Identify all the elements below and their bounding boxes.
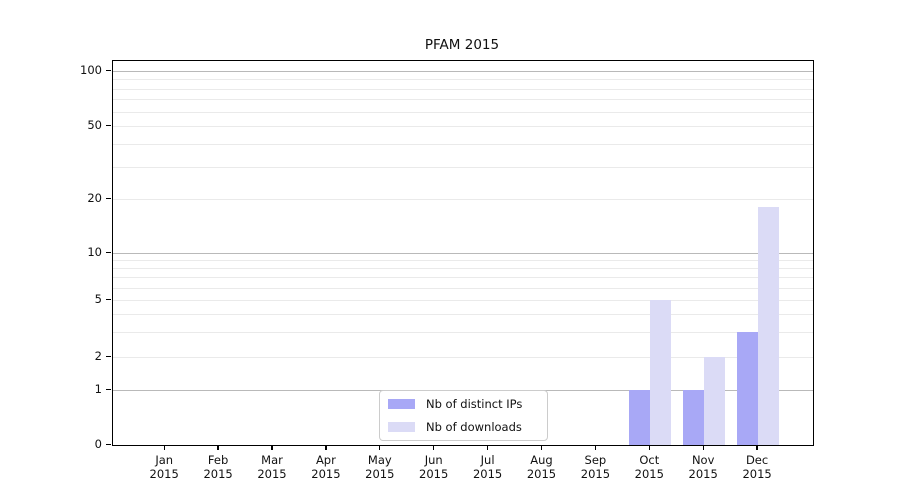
minor-gridline [113,143,813,145]
y-tick-label: 1 [94,382,102,396]
bar-nb-of-distinct-ips-dec-2015 [737,331,759,445]
minor-gridline [113,260,813,262]
minor-gridline [113,79,813,81]
minor-gridline [113,287,813,289]
legend-label-downloads: Nb of downloads [426,420,522,434]
y-tick-mark [106,298,111,300]
minor-gridline [113,313,813,315]
y-tick-label: 10 [87,245,102,259]
x-tick-mark [594,445,597,450]
legend-item-downloads: Nb of downloads [388,420,539,434]
labeled-gridline [113,300,813,301]
minor-gridline [113,111,813,113]
x-tick-label: Sep 2015 [580,453,611,481]
y-tick-mark [106,388,111,390]
y-tick-mark [106,69,111,71]
y-tick-label: 0 [94,437,102,451]
legend-item-distinct-ips: Nb of distinct IPs [388,397,539,411]
y-tick-label: 100 [80,63,102,77]
x-tick-label: Jan 2015 [149,453,179,481]
y-tick-mark [106,251,111,253]
x-tick-mark [540,445,543,450]
labeled-gridline [113,199,813,200]
x-tick-label: Dec 2015 [742,453,772,481]
x-tick-mark [217,445,219,450]
x-tick-label: Aug 2015 [526,453,557,481]
x-tick-label: Jul 2015 [472,453,503,481]
x-tick-mark [433,445,435,450]
x-tick-mark [379,445,381,450]
bar-nb-of-downloads-nov-2015 [704,357,726,445]
chart-title: PFAM 2015 [424,37,500,53]
major-gridline [113,71,813,72]
minor-gridline [113,277,813,279]
y-tick-label: 20 [87,191,102,205]
y-tick-label: 50 [87,118,102,132]
y-tick-mark [106,355,111,357]
minor-gridline [113,99,813,101]
legend-swatch-downloads [388,422,415,432]
x-tick-mark [486,445,489,450]
x-tick-label: Mar 2015 [257,453,287,481]
y-tick-mark [106,443,111,445]
y-tick-mark [106,197,111,199]
labeled-gridline [113,126,813,127]
bar-nb-of-distinct-ips-nov-2015 [683,390,705,445]
y-tick-label: 2 [94,349,102,363]
x-tick-label: Oct 2015 [634,453,664,481]
bar-nb-of-distinct-ips-oct-2015 [629,390,651,445]
minor-gridline [113,331,813,333]
plot-area: Nb of distinct IPs Nb of downloads [112,60,814,446]
legend: Nb of distinct IPs Nb of downloads [379,390,548,441]
x-tick-label: Jun 2015 [419,453,449,481]
x-tick-label: Apr 2015 [311,453,341,481]
x-tick-mark [163,445,165,450]
x-tick-label: Nov 2015 [688,453,718,481]
y-tick-mark [106,124,111,126]
y-tick-label: 5 [94,292,102,306]
x-tick-mark [756,445,758,450]
bar-nb-of-downloads-oct-2015 [650,300,672,445]
x-tick-mark [325,445,327,450]
minor-gridline [113,268,813,270]
x-tick-mark [648,445,650,450]
minor-gridline [113,166,813,168]
legend-label-distinct-ips: Nb of distinct IPs [426,397,523,411]
legend-swatch-distinct-ips [388,399,415,409]
labeled-gridline [113,357,813,358]
x-tick-label: Feb 2015 [203,453,233,481]
x-tick-label: May 2015 [365,453,395,481]
major-gridline [113,253,813,254]
minor-gridline [113,88,813,90]
x-tick-mark [702,445,704,450]
x-tick-mark [271,445,273,450]
bar-nb-of-downloads-dec-2015 [758,207,780,445]
